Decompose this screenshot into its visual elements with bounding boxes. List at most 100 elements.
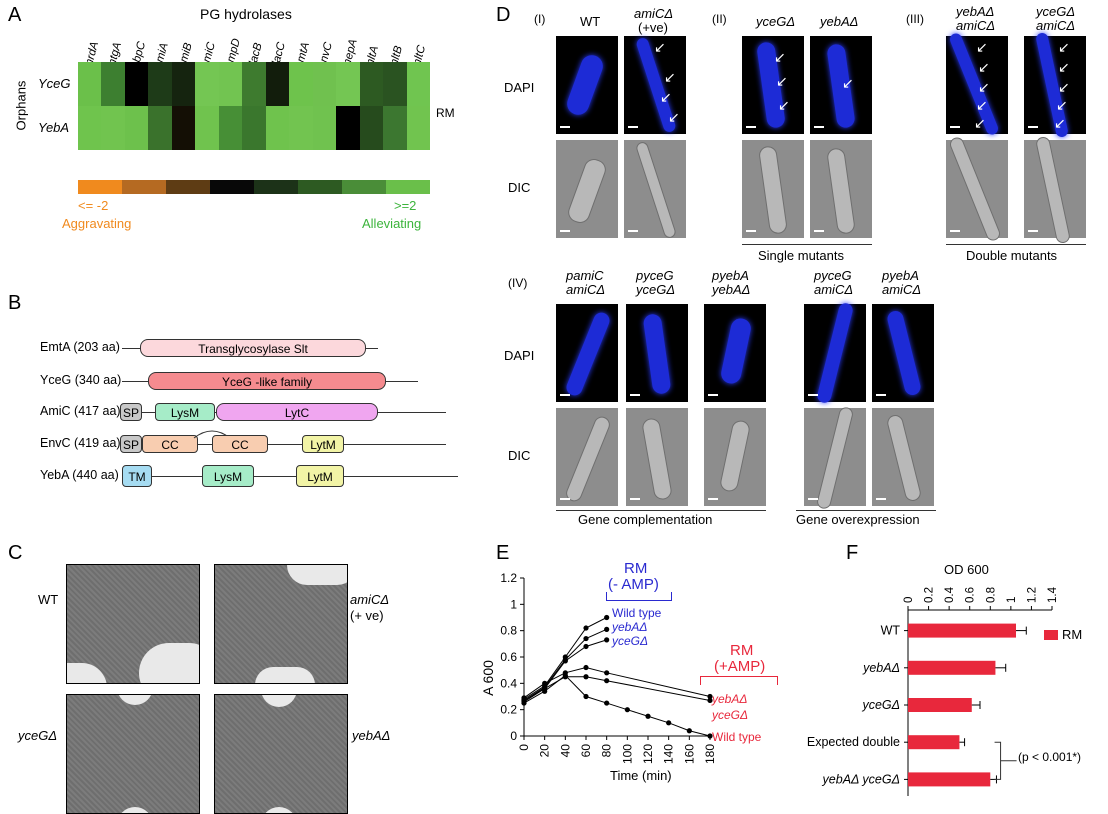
e-x-tick-label: 20 xyxy=(538,744,552,758)
protein-yeba-line xyxy=(122,476,458,477)
e-x-tick-label: 120 xyxy=(641,744,655,764)
heatmap-cell xyxy=(383,106,407,150)
e-data-point xyxy=(645,713,651,719)
row-label-yeba: YebA xyxy=(38,120,70,135)
single-mutants-label: Single mutants xyxy=(758,248,844,263)
dic-yeba-amic xyxy=(946,135,1008,243)
heatmap-title: PG hydrolases xyxy=(200,6,292,22)
col-pyceg-amic-2: amiCΔ xyxy=(814,282,854,297)
e-data-point xyxy=(583,664,589,671)
dapi-label-bottom: DAPI xyxy=(504,348,535,363)
domain-sp: SP xyxy=(120,435,142,453)
tem-wt-image xyxy=(66,564,200,684)
plus-label-yeba: yebAΔ xyxy=(712,692,748,706)
e-data-point xyxy=(604,678,610,684)
tem-yeba-image xyxy=(214,694,348,814)
protein-emta-label: EmtA (203 aa) xyxy=(40,340,120,354)
heatmap-cell xyxy=(336,62,360,106)
group-2-label: (II) xyxy=(712,12,727,26)
dic-wt xyxy=(556,140,618,238)
row-label-yceg: YceG xyxy=(38,76,71,91)
e-y-tick-label: 1 xyxy=(510,597,517,611)
dapi-pamic xyxy=(556,304,618,402)
heatmap-row-yeba xyxy=(78,106,431,150)
complementation-label: Gene complementation xyxy=(578,512,713,527)
domain-cc: CC xyxy=(212,435,268,453)
heatmap-cell xyxy=(336,106,360,150)
group-4-label: (IV) xyxy=(508,276,528,290)
heatmap xyxy=(78,62,431,150)
e-data-point xyxy=(604,637,610,643)
rm-minus-bracket xyxy=(606,592,672,601)
tem-yeba-label: yebAΔ xyxy=(352,728,391,743)
e-y-tick-label: 0.2 xyxy=(500,703,517,717)
e-data-point xyxy=(521,700,527,706)
e-x-tick-label: 40 xyxy=(558,744,572,758)
e-data-point xyxy=(707,697,713,704)
dapi-pyceg xyxy=(626,304,688,402)
e-data-point xyxy=(666,720,672,726)
rm-minus-label: RM xyxy=(624,560,648,577)
protein-yceg-label: YceG (340 aa) xyxy=(40,373,122,387)
domain-sp: SP xyxy=(120,403,142,421)
col-amic-sub: (+ve) xyxy=(638,20,668,35)
e-y-tick-label: 0.4 xyxy=(500,676,517,690)
dic-label-top: DIC xyxy=(508,180,531,195)
double-mutants-rule xyxy=(946,244,1086,245)
complementation-rule xyxy=(556,510,766,511)
scale-step xyxy=(78,180,122,194)
col-pyeba-amic-2: amiCΔ xyxy=(882,282,922,297)
heatmap-cell xyxy=(148,62,172,106)
aggravating-label: Aggravating xyxy=(62,216,132,231)
heatmap-cell xyxy=(195,106,219,150)
dapi-wt xyxy=(556,36,618,134)
e-data-point xyxy=(604,626,610,632)
scale-step xyxy=(166,180,210,194)
domain-lysm: LysM xyxy=(155,403,215,421)
dic-pyceg xyxy=(626,408,688,506)
heatmap-cell xyxy=(171,62,196,106)
e-y-tick-label: 1.2 xyxy=(500,571,517,585)
f-x-tick-label: 0.2 xyxy=(924,587,936,603)
f-category-label: yebAΔ yceGΔ xyxy=(822,772,900,786)
dic-pamic xyxy=(556,408,618,506)
rm-plus-label: RM xyxy=(730,642,754,659)
f-x-tick-label: 0.8 xyxy=(985,587,997,603)
domain-lytc: LytC xyxy=(216,403,378,421)
panel-a-label: A xyxy=(8,4,22,26)
col-pyeba-1: pyebA xyxy=(712,268,749,283)
f-x-tick-label: 1.2 xyxy=(1026,587,1038,603)
f-bar xyxy=(908,735,960,750)
dapi-amic: ↙ ↙ ↙ ↙ xyxy=(624,36,686,134)
scale-step xyxy=(298,180,342,194)
e-data-point xyxy=(707,733,713,739)
dic-yceg-amic xyxy=(1024,135,1086,245)
rm-plus-sub: (+AMP) xyxy=(714,658,766,675)
heatmap-cell xyxy=(78,106,102,150)
dic-label-bottom: DIC xyxy=(508,448,531,463)
e-x-tick-label: 160 xyxy=(682,744,696,764)
f-x-tick-label: 0.6 xyxy=(965,587,977,603)
domain-lytm: LytM xyxy=(296,465,344,487)
e-data-point xyxy=(542,688,548,694)
heatmap-cell xyxy=(289,62,313,106)
f-x-tick-label: 1 xyxy=(1006,597,1018,603)
col-yceg: yceGΔ xyxy=(756,14,796,29)
heatmap-cell xyxy=(406,62,431,106)
heatmap-cell xyxy=(148,106,172,150)
e-x-tick-label: 180 xyxy=(703,744,717,764)
heatmap-cell xyxy=(383,62,407,106)
dapi-pyeba xyxy=(704,304,766,402)
f-x-tick-label: 0.4 xyxy=(944,586,956,603)
e-xlabel: Time (min) xyxy=(610,768,672,783)
e-y-tick-label: 0.8 xyxy=(500,624,517,638)
f-legend-label: RM xyxy=(1062,627,1083,642)
protein-yeba-label: YebA (440 aa) xyxy=(40,468,119,482)
col-wt: WT xyxy=(580,14,601,29)
color-scale-bar xyxy=(78,180,430,194)
heatmap-cell xyxy=(312,62,337,106)
minus-label-yceg: yceGΔ xyxy=(612,634,649,648)
domain-yceg-like: YceG -like family xyxy=(148,372,386,390)
minus-label-yeba: yebAΔ xyxy=(612,620,648,634)
rm-label: RM xyxy=(436,106,455,120)
